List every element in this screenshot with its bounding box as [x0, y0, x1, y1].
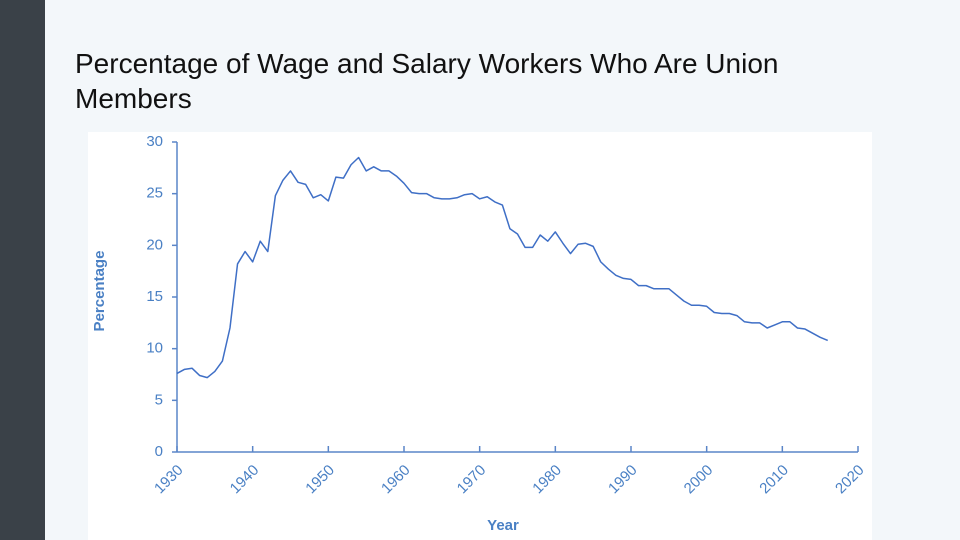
y-tick-label: 10 [146, 340, 163, 357]
x-axis-label: Year [487, 517, 519, 534]
y-tick-label: 30 [146, 133, 163, 150]
y-tick-label: 15 [146, 288, 163, 305]
y-tick-label: 20 [146, 236, 163, 253]
y-tick-label: 25 [146, 185, 163, 202]
y-tick-label: 0 [155, 443, 163, 460]
data-line [176, 156, 829, 379]
y-tick-label: 5 [155, 391, 163, 408]
side-strip [0, 0, 45, 540]
chart-panel [88, 132, 872, 540]
slide-title: Percentage of Wage and Salary Workers Wh… [75, 48, 779, 114]
y-axis-label: Percentage [91, 251, 108, 332]
